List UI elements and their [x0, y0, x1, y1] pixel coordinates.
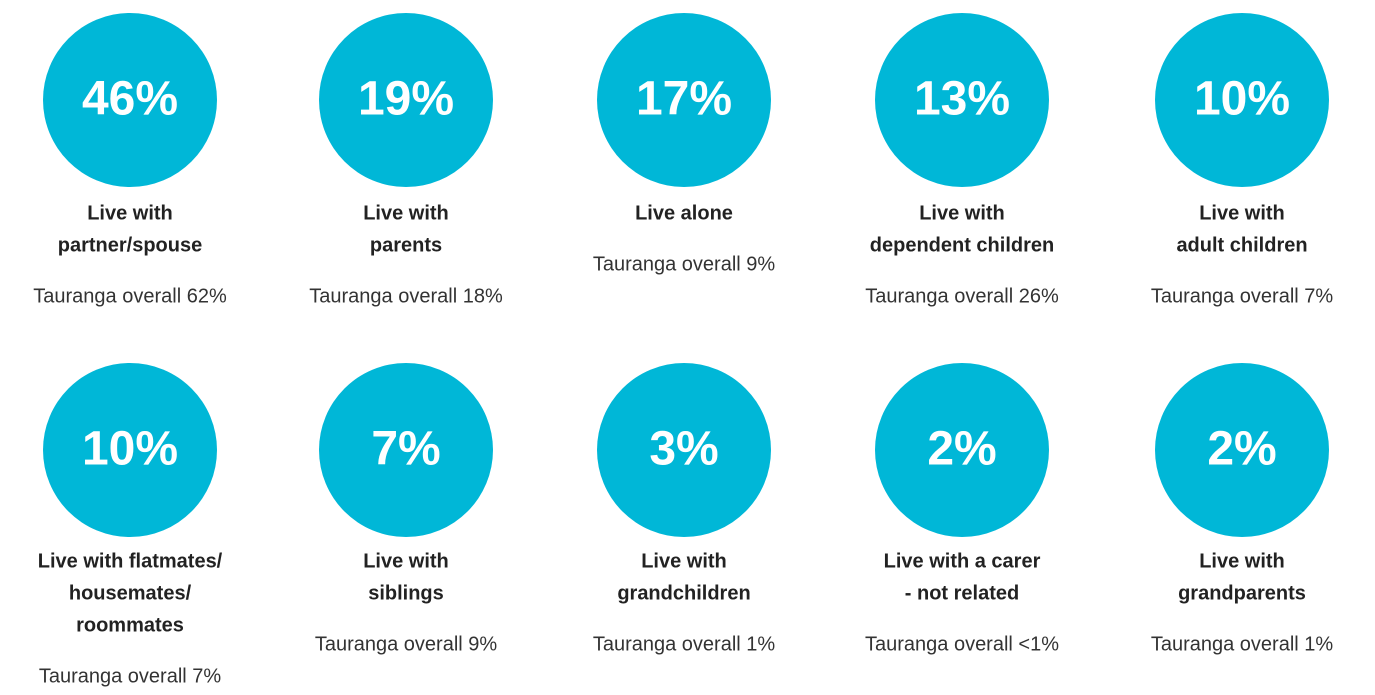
stat-label: dependent children: [870, 234, 1054, 256]
stat-value: 10%: [1194, 73, 1290, 126]
stat-circle: [43, 13, 217, 187]
stat-label: Live with: [363, 550, 449, 572]
stat-overall: Tauranga overall 1%: [1151, 633, 1334, 655]
stat-overall: Tauranga overall 1%: [593, 633, 776, 655]
stat-value: 2%: [1207, 423, 1276, 476]
stat-value: 2%: [927, 423, 996, 476]
stat-overall: Tauranga overall <1%: [865, 633, 1059, 655]
stat-overall: Tauranga overall 7%: [39, 665, 222, 687]
stat-overall: Tauranga overall 18%: [309, 285, 503, 307]
stat-circle: [319, 363, 493, 537]
stat-overall: Tauranga overall 9%: [315, 633, 498, 655]
stat-label: Live alone: [635, 202, 733, 224]
stat-label: Live with flatmates/: [38, 550, 223, 572]
stat-label: partner/spouse: [58, 234, 202, 256]
stat-label: Live with: [1199, 202, 1285, 224]
stat-label: - not related: [905, 582, 1019, 604]
stat-value: 7%: [371, 423, 440, 476]
stat-circle: [43, 363, 217, 537]
stat-overall: Tauranga overall 62%: [33, 285, 227, 307]
stat-label: grandparents: [1178, 582, 1306, 604]
stat-value: 3%: [649, 423, 718, 476]
stat-value: 13%: [914, 73, 1010, 126]
stat-label: roommates: [76, 614, 184, 636]
stat-label: siblings: [368, 582, 444, 604]
stat-value: 17%: [636, 73, 732, 126]
stat-label: Live with a carer: [884, 550, 1041, 572]
stat-value: 46%: [82, 73, 178, 126]
stat-circle: [597, 13, 771, 187]
stat-label: Live with: [641, 550, 727, 572]
stat-circle: [875, 13, 1049, 187]
stat-label: Live with: [87, 202, 173, 224]
stat-overall: Tauranga overall 9%: [593, 253, 776, 275]
stat-label: parents: [370, 234, 442, 256]
stat-value: 19%: [358, 73, 454, 126]
stat-circle: [1155, 13, 1329, 187]
stat-label: Live with: [1199, 550, 1285, 572]
stat-circle: [319, 13, 493, 187]
stat-label: housemates/: [69, 582, 192, 604]
stat-value: 10%: [82, 423, 178, 476]
stat-label: Live with: [919, 202, 1005, 224]
stat-label: grandchildren: [617, 582, 750, 604]
stat-circle: [1155, 363, 1329, 537]
stat-label: adult children: [1176, 234, 1307, 256]
stat-circle: [875, 363, 1049, 537]
stat-overall: Tauranga overall 7%: [1151, 285, 1334, 307]
stat-label: Live with: [363, 202, 449, 224]
stat-overall: Tauranga overall 26%: [865, 285, 1059, 307]
stat-circle: [597, 363, 771, 537]
